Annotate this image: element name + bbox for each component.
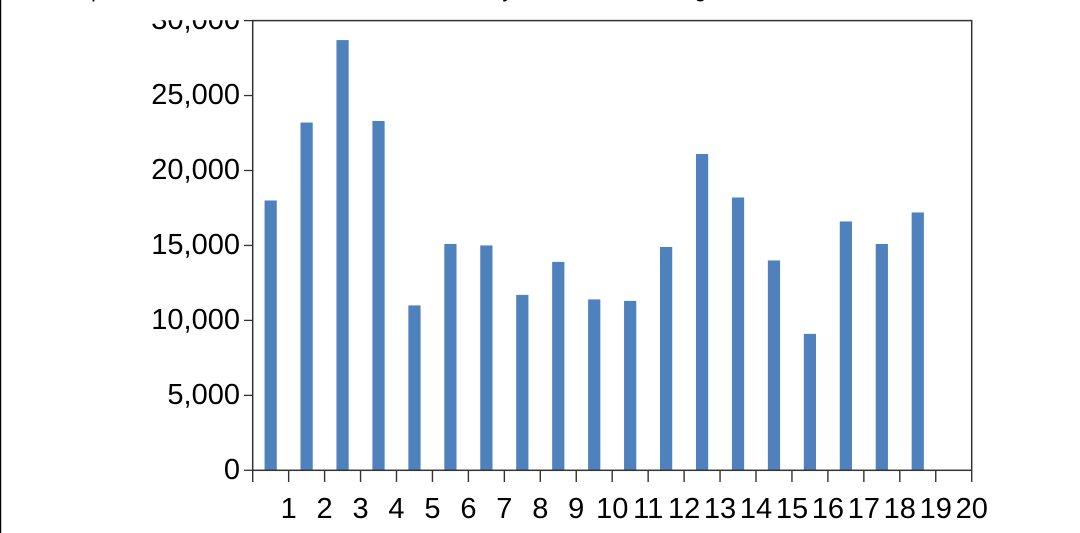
svg-text:Sample Data Values Measured Ac: Sample Data Values Measured Across the T… bbox=[48, 0, 752, 2]
svg-text:30,000: 30,000 bbox=[151, 4, 240, 36]
svg-text:2: 2 bbox=[317, 493, 333, 525]
svg-text:14: 14 bbox=[740, 493, 772, 525]
svg-text:18: 18 bbox=[884, 493, 916, 525]
svg-text:25,000: 25,000 bbox=[151, 79, 240, 111]
svg-text:3: 3 bbox=[352, 493, 368, 525]
svg-text:9: 9 bbox=[568, 493, 584, 525]
svg-text:8: 8 bbox=[532, 493, 548, 525]
svg-text:5: 5 bbox=[424, 493, 440, 525]
svg-text:0: 0 bbox=[224, 454, 240, 486]
svg-text:11: 11 bbox=[633, 493, 663, 525]
svg-text:19: 19 bbox=[920, 493, 952, 525]
svg-text:20: 20 bbox=[956, 493, 988, 525]
svg-text:15: 15 bbox=[776, 493, 808, 525]
svg-text:6: 6 bbox=[460, 493, 476, 525]
svg-text:7: 7 bbox=[496, 493, 512, 525]
svg-text:13: 13 bbox=[704, 493, 736, 525]
svg-text:16: 16 bbox=[812, 493, 844, 525]
svg-text:17: 17 bbox=[848, 493, 880, 525]
svg-text:10,000: 10,000 bbox=[151, 304, 240, 336]
svg-text:1: 1 bbox=[281, 493, 297, 525]
svg-text:10: 10 bbox=[596, 493, 628, 525]
svg-text:12: 12 bbox=[668, 493, 700, 525]
svg-text:20,000: 20,000 bbox=[151, 154, 240, 186]
svg-text:4: 4 bbox=[388, 493, 404, 525]
svg-text:15,000: 15,000 bbox=[151, 229, 240, 261]
svg-text:5,000: 5,000 bbox=[167, 379, 240, 411]
